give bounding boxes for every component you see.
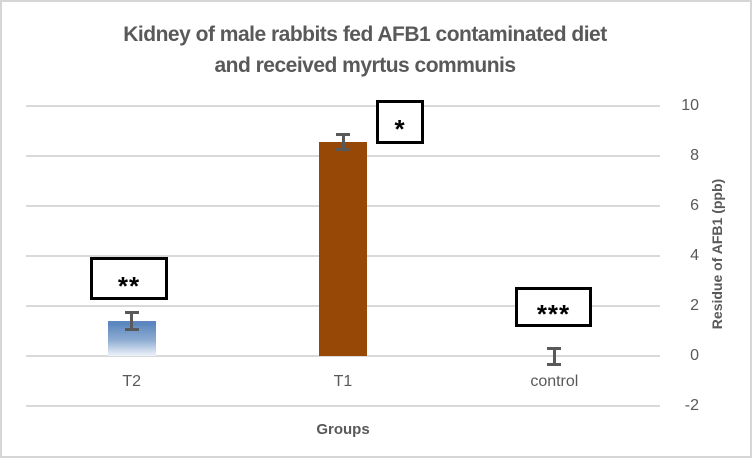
y-tick-label: 2 [690, 297, 699, 314]
y-tick-label: -2 [684, 397, 699, 414]
significance-label: * [394, 114, 406, 145]
y-tick-label: 6 [690, 197, 699, 214]
error-bar-cap-top [336, 133, 350, 137]
error-bar-cap-top [547, 346, 562, 350]
error-bar-line [552, 348, 556, 364]
category-label: control [530, 373, 579, 390]
error-bar-cap-bottom [124, 328, 139, 332]
annotation-box: *** [515, 287, 592, 327]
y-tick-label: 0 [690, 347, 699, 364]
chart-title: Kidney of male rabbits fed AFB1 contamin… [2, 19, 728, 81]
x-axis-title: Groups [316, 421, 370, 438]
annotation-box: * [376, 100, 424, 144]
gridline [26, 405, 660, 407]
category-label: T1 [333, 373, 353, 390]
significance-label: ** [117, 270, 141, 301]
y-tick-label: 10 [681, 97, 699, 114]
error-bar-line [341, 134, 345, 150]
gridline [26, 105, 660, 107]
gridline [26, 355, 660, 357]
annotation-box: ** [90, 257, 168, 300]
bar-t1 [319, 142, 367, 356]
chart-title-line-2: and received myrtus communis [214, 54, 516, 77]
y-axis-title: Residue of AFB1 (ppb) [709, 178, 725, 330]
error-bar-cap-bottom [336, 148, 350, 152]
error-bar-line [130, 312, 134, 330]
category-label: T2 [122, 373, 141, 390]
error-bar-cap-top [124, 310, 139, 314]
error-bar-cap-bottom [547, 362, 562, 366]
y-tick-label: 4 [690, 247, 699, 264]
significance-label: *** [536, 299, 571, 330]
y-tick-label: 8 [690, 147, 699, 164]
chart-title-line-1: Kidney of male rabbits fed AFB1 contamin… [123, 23, 607, 46]
